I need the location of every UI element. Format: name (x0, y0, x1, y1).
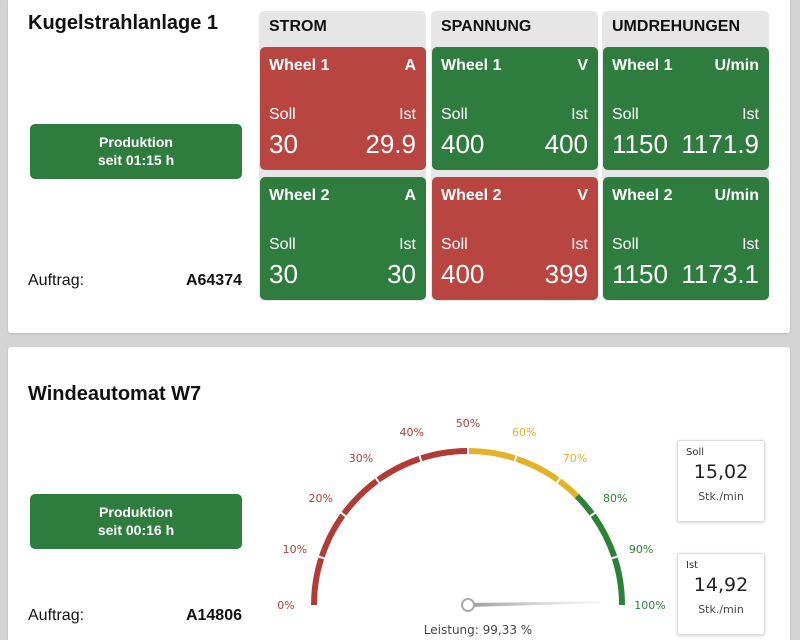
soll-value: 1150 (612, 129, 668, 159)
tile-name: Wheel 2 (441, 187, 502, 204)
tile-unit: U/min (714, 57, 759, 74)
machine-card-kugelstrahlanlage: Kugelstrahlanlage 1 Produktion seit 01:1… (8, 0, 790, 333)
performance-gauge: 0% 10% 20% 30% 40% 50% 60% 70% 80% 90% 100% (277, 417, 666, 612)
tile-umdrehungen-wheel-2[interactable]: Wheel 2 U/min Soll Ist 1150 1173.1 (603, 177, 769, 300)
column-spannung: SPANNUNG Wheel 1 V Soll Ist 400 400 Whee… (431, 11, 598, 301)
kpi-value: 14,92 (693, 574, 749, 596)
gauge-tick-label: 50% (456, 417, 480, 430)
ist-value: 1171.9 (681, 129, 759, 159)
tile-unit: U/min (714, 187, 759, 204)
kpi-unit: Stk./min (698, 603, 744, 616)
gauge-tick-label: 10% (283, 543, 307, 556)
column-strom: STROM Wheel 1 A Soll Ist 30 29.9 Wheel 2… (259, 11, 426, 301)
production-status-button[interactable]: Produktion seit 01:15 h (30, 124, 242, 179)
gauge-band (467, 448, 580, 499)
order-label: Auftrag: (28, 272, 85, 289)
soll-label: Soll (612, 106, 639, 123)
kpi-label: Soll (686, 447, 705, 458)
status-line-1: Produktion (99, 134, 173, 150)
soll-label: Soll (269, 236, 296, 253)
soll-value: 30 (269, 129, 298, 159)
status-line-2: seit 00:16 h (97, 522, 175, 538)
column-header: SPANNUNG (441, 18, 532, 35)
tile-strom-wheel-1[interactable]: Wheel 1 A Soll Ist 30 29.9 (260, 47, 426, 170)
soll-label: Soll (441, 236, 468, 253)
order-value: A64374 (185, 272, 242, 289)
gauge-tick-label: 30% (349, 452, 373, 465)
column-umdrehungen: UMDREHUNGEN Wheel 1 U/min Soll Ist 1150 … (602, 11, 769, 301)
gauge-band (311, 448, 469, 606)
column-header: STROM (269, 18, 327, 35)
gauge-caption: Leistung: 99,33 % (423, 623, 533, 637)
gauge-tick-label: 90% (629, 543, 653, 556)
tile-unit: V (577, 57, 588, 74)
tile-name: Wheel 2 (612, 187, 673, 204)
machine-title: Windeautomat W7 (28, 383, 202, 405)
soll-label: Soll (441, 106, 468, 123)
ist-label: Ist (742, 236, 759, 253)
gauge-tick-label: 20% (309, 492, 333, 505)
kpi-label: Ist (686, 560, 699, 571)
kpi-soll: Soll 15,02 Stk./min (677, 440, 765, 522)
status-line-2: seit 01:15 h (97, 152, 175, 168)
kpi-ist: Ist 14,92 Stk./min (677, 553, 765, 635)
machine-card-windeautomat: Windeautomat W7 Produktion seit 00:16 h … (8, 347, 790, 640)
tile-unit: A (404, 187, 416, 204)
gauge-tick-label: 40% (400, 426, 424, 439)
tile-spannung-wheel-2[interactable]: Wheel 2 V Soll Ist 400 399 (432, 177, 598, 300)
soll-value: 400 (441, 259, 485, 289)
tile-unit: V (577, 187, 588, 204)
ist-label: Ist (742, 106, 759, 123)
ist-value: 29.9 (365, 129, 416, 159)
tile-strom-wheel-2[interactable]: Wheel 2 A Soll Ist 30 30 (260, 177, 426, 300)
soll-value: 30 (269, 259, 298, 289)
gauge-tick-label: 70% (563, 452, 587, 465)
gauge-tick-label: 80% (603, 492, 627, 505)
ist-value: 400 (544, 129, 588, 159)
production-status-button[interactable]: Produktion seit 00:16 h (30, 494, 242, 549)
soll-value: 1150 (612, 259, 668, 289)
kpi-value: 15,02 (693, 461, 749, 483)
soll-label: Soll (269, 106, 296, 123)
gauge-pivot (461, 598, 475, 612)
tile-spannung-wheel-1[interactable]: Wheel 1 V Soll Ist 400 400 (432, 47, 598, 170)
gauge-needle (461, 598, 600, 612)
tile-name: Wheel 2 (269, 187, 330, 204)
order-label: Auftrag: (28, 607, 85, 624)
soll-label: Soll (612, 236, 639, 253)
kpi-unit: Stk./min (698, 490, 744, 503)
gauge-tick-label: 60% (512, 426, 536, 439)
column-header: UMDREHUNGEN (612, 18, 740, 35)
ist-value: 30 (387, 259, 416, 289)
soll-value: 400 (441, 129, 485, 159)
tile-umdrehungen-wheel-1[interactable]: Wheel 1 U/min Soll Ist 1150 1171.9 (603, 47, 769, 170)
ist-label: Ist (571, 106, 588, 123)
gauge-tick-labels: 0% 10% 20% 30% 40% 50% 60% 70% 80% 90% 100% (277, 417, 665, 612)
ist-label: Ist (399, 106, 416, 123)
machine-title: Kugelstrahlanlage 1 (28, 12, 219, 34)
ist-value: 399 (544, 259, 588, 289)
gauge-tick-label: 100% (634, 599, 665, 612)
gauge-band (574, 493, 625, 606)
gauge-tick-marks (317, 447, 619, 560)
ist-label: Ist (571, 236, 588, 253)
order-value: A14806 (185, 607, 242, 624)
ist-value: 1173.1 (681, 259, 759, 289)
ist-label: Ist (399, 236, 416, 253)
status-line-1: Produktion (99, 504, 173, 520)
tile-name: Wheel 1 (612, 57, 673, 74)
gauge-tick-label: 0% (277, 599, 294, 612)
tile-name: Wheel 1 (269, 57, 330, 74)
tile-name: Wheel 1 (441, 57, 502, 74)
gauge-bands (311, 448, 625, 606)
tile-unit: A (404, 57, 416, 74)
